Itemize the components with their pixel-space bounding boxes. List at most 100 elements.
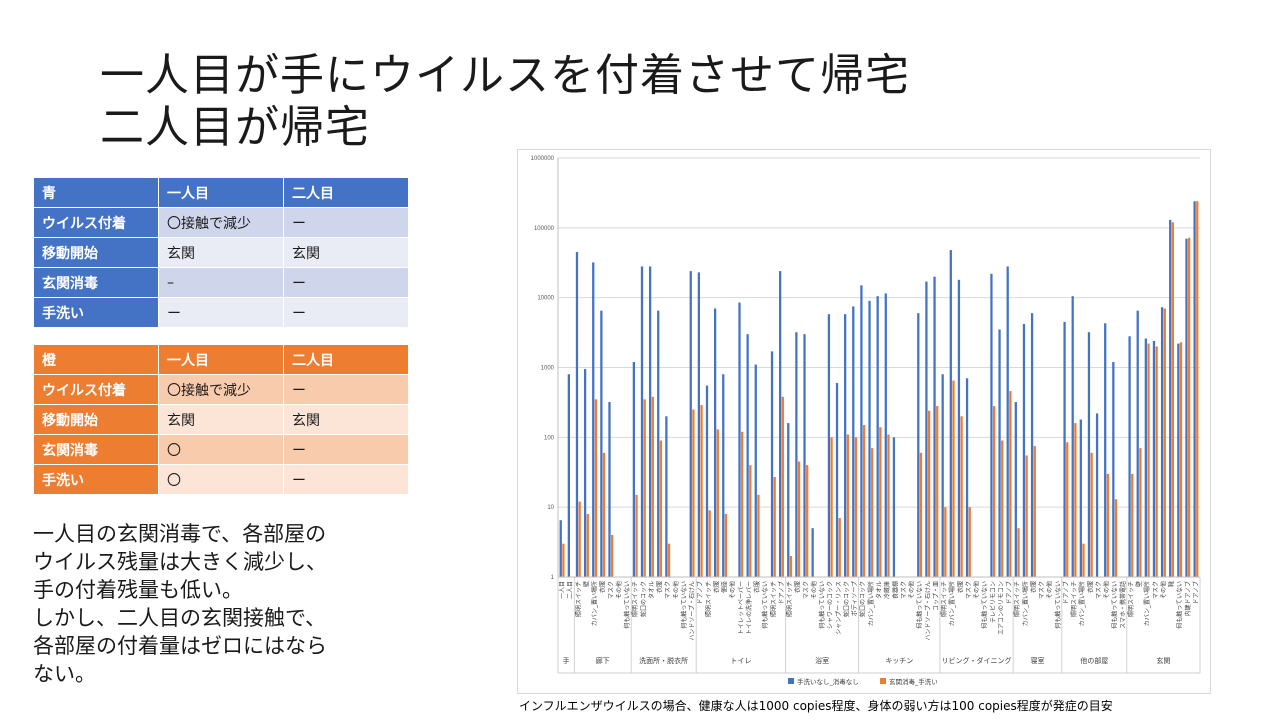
table-cell: 玄関 <box>158 237 284 268</box>
x-tick-label: トイレットペーパー <box>738 581 745 635</box>
table-row-label: 移動開始 <box>33 404 159 435</box>
x-tick-label: コップ・皿 <box>933 581 940 611</box>
bar-blue <box>657 310 660 577</box>
x-tick-label: 照明スイッチ <box>1071 581 1078 617</box>
x-tick-label: ドアノブ <box>1192 581 1200 604</box>
y-tick-label: 1000000 <box>531 156 555 162</box>
x-tick-label: ドアノブ <box>1005 581 1013 604</box>
bar-orange <box>700 405 703 577</box>
bar-blue <box>1177 343 1180 577</box>
summary-text: 一人目の玄関消毒で、各部屋の ウイルス残量は大きく減少し、 手の付着残量も低い。… <box>33 520 383 688</box>
bar-blue <box>1193 201 1196 577</box>
x-tick-label: 冷蔵庫 <box>883 581 891 599</box>
bar-blue <box>592 262 595 577</box>
group-label: キッチン <box>885 657 913 665</box>
bar-orange <box>1025 455 1028 577</box>
bar-blue <box>754 364 757 577</box>
bar-blue <box>1185 238 1188 578</box>
table-cell: ー <box>283 434 409 465</box>
bar-blue <box>632 361 636 577</box>
x-tick-label: 何も触っていない <box>916 581 924 629</box>
x-tick-label: シャンプー・リンス <box>835 581 842 635</box>
x-tick-label: その他 <box>615 581 623 599</box>
bar-orange <box>1001 440 1004 577</box>
x-tick-label: 靴 <box>1168 581 1176 587</box>
x-tick-label: テレビリモコン <box>989 581 997 623</box>
x-tick-label: その他 <box>1159 581 1167 599</box>
x-tick-label: マスク <box>965 581 972 599</box>
x-tick-label: 衣服 <box>656 581 664 593</box>
bar-orange <box>952 380 955 577</box>
bar-blue <box>1112 361 1115 577</box>
bar-blue <box>665 416 668 577</box>
y-tick-label: 100 <box>544 435 555 441</box>
x-tick-label: エアコンのリモコン <box>998 581 1005 635</box>
bar-orange <box>643 399 646 577</box>
x-tick-label: 照明スイッチ <box>941 581 948 617</box>
bar-blue <box>1014 402 1017 577</box>
bar-orange <box>667 543 671 577</box>
x-tick-label: 衣服 <box>1086 581 1094 593</box>
bar-orange <box>854 437 858 577</box>
bar-blue <box>852 306 855 577</box>
x-tick-label: 蛇口のコック <box>859 581 867 617</box>
table-cell: ー <box>283 374 409 405</box>
bar-orange <box>879 427 882 577</box>
bar-blue <box>722 374 725 577</box>
table-cell: ー <box>283 267 409 298</box>
bar-blue <box>567 374 570 577</box>
bar-blue <box>559 520 562 577</box>
x-tick-label: 何も触っていない <box>761 581 769 629</box>
summary-line: ない。 <box>33 662 96 686</box>
y-tick-label: 1000 <box>541 366 555 372</box>
group-label: 廊下 <box>596 656 610 665</box>
bar-blue <box>738 302 741 577</box>
x-tick-label: 何も触っていない <box>1111 581 1119 629</box>
x-tick-label: 照明スイッチ <box>632 581 639 617</box>
bar-blue <box>892 437 896 577</box>
bar-orange <box>1179 342 1183 577</box>
bar-blue <box>705 385 709 577</box>
bar-blue <box>795 332 798 577</box>
x-tick-label: 衣服 <box>1029 581 1037 593</box>
summary-line: しかし、二人目の玄関接触で、 <box>33 606 327 630</box>
table-cell: ー <box>283 297 409 328</box>
x-tick-label: タオル <box>875 581 883 599</box>
table-cell: 玄関 <box>158 404 284 435</box>
x-tick-label: その他 <box>973 581 981 599</box>
bar-orange <box>749 465 752 577</box>
bar-blue <box>876 296 879 577</box>
bar-orange <box>1114 499 1118 577</box>
bar-orange <box>1009 391 1012 577</box>
bar-blue <box>1071 296 1074 577</box>
group-label: トイレ <box>730 657 751 665</box>
x-tick-label: スマホ・携帯電話 <box>1119 581 1127 629</box>
x-tick-label: 蛇口のコック <box>842 581 850 617</box>
bar-orange <box>1155 346 1158 577</box>
bar-blue <box>640 266 644 577</box>
x-tick-label: マスク <box>608 581 615 599</box>
bar-blue <box>1095 413 1099 577</box>
bar-orange <box>862 425 866 577</box>
table-row-label: 玄関消毒 <box>33 434 159 465</box>
bar-blue <box>1128 336 1131 577</box>
bar-blue <box>713 308 717 577</box>
orange-condition-table: 橙 一人目 二人目 ウイルス付着 〇接触で減少 ー 移動開始 玄関 玄関 玄関消… <box>33 344 409 495</box>
bar-blue <box>990 273 993 577</box>
bar-orange <box>936 406 939 577</box>
x-tick-label: ドアノブ <box>777 581 785 604</box>
x-tick-label: その他 <box>1046 581 1054 599</box>
bar-blue <box>746 334 749 577</box>
summary-line: 一人目の玄関消毒で、各部屋の <box>33 522 327 546</box>
bar-blue <box>925 281 928 577</box>
x-tick-label: カバン_置い場所 <box>591 581 599 626</box>
bar-blue <box>803 334 806 577</box>
bar-blue <box>1160 307 1164 577</box>
bar-orange <box>871 448 874 577</box>
bar-blue <box>1136 310 1139 577</box>
table-cell: 〇接触で減少 <box>158 374 284 405</box>
bar-blue <box>868 300 871 577</box>
x-tick-label: その他 <box>908 581 916 599</box>
group-label: リビング・ダイニング <box>942 656 1012 665</box>
bar-orange <box>919 452 923 577</box>
